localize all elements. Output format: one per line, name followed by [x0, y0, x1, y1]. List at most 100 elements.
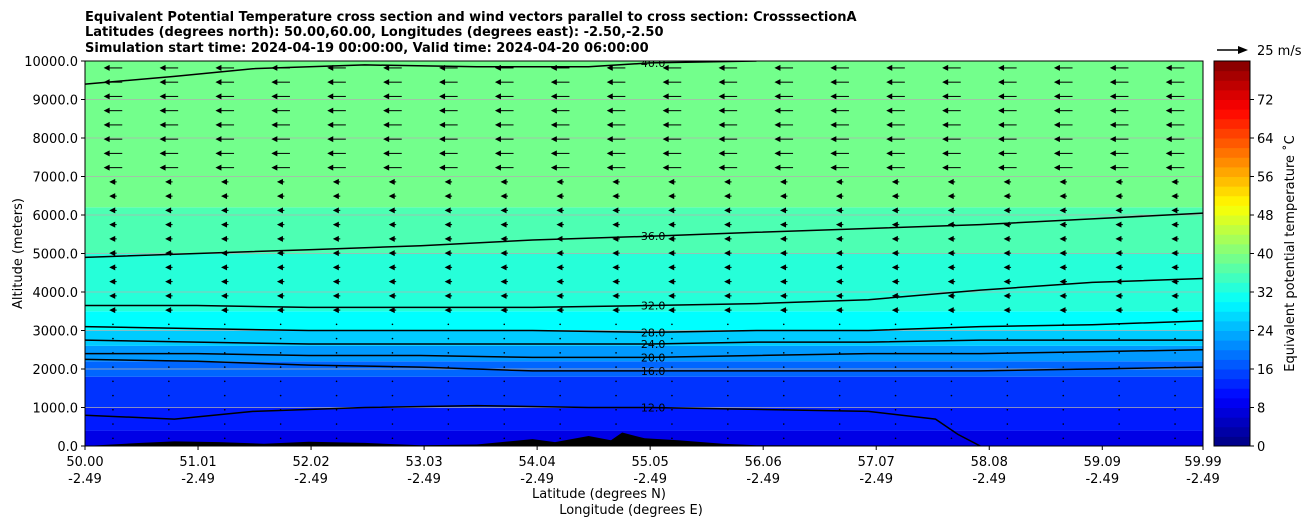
wind-vector-head	[891, 207, 898, 214]
wind-vector	[335, 409, 338, 411]
wind-vector-head	[830, 93, 837, 100]
wind-vector	[1062, 380, 1065, 383]
wind-vector-head	[1109, 79, 1116, 86]
x-tick-label-lon: -2.49	[68, 472, 102, 487]
wind-vector-head	[1059, 292, 1066, 299]
wind-vector	[894, 352, 897, 354]
y-axis-label: Altitude (meters)	[11, 198, 26, 309]
wind-vector-head	[332, 193, 339, 200]
wind-vector	[112, 437, 114, 440]
wind-vector	[1062, 409, 1065, 411]
wind-vector	[1174, 337, 1176, 340]
wind-vector-head	[494, 93, 501, 100]
wind-vector-head	[159, 121, 166, 128]
wind-vector-head	[271, 79, 278, 86]
wind-vector-head	[494, 150, 501, 157]
wind-vector-head	[383, 164, 390, 171]
wind-vector-head	[668, 307, 675, 314]
wind-vector-head	[388, 264, 395, 271]
wind-vector-head	[1059, 178, 1066, 185]
wind-vector	[894, 423, 897, 425]
wind-vector-head	[612, 178, 619, 185]
wind-vector-head	[271, 150, 278, 157]
wind-vector-head	[1171, 278, 1178, 285]
wind-vector-head	[332, 278, 339, 285]
wind-vector-head	[1109, 136, 1116, 143]
wind-vector-head	[662, 93, 669, 100]
wind-vector-head	[1109, 64, 1116, 71]
wind-vector	[1062, 437, 1065, 440]
colorbar-segment	[1214, 417, 1250, 428]
wind-vector-head	[998, 93, 1005, 100]
colorbar-segment	[1214, 292, 1250, 303]
wind-vector-head	[1171, 235, 1178, 242]
wind-vector-head	[1165, 64, 1172, 71]
wind-vector-head	[500, 178, 507, 185]
wind-vector-head	[500, 250, 507, 257]
wind-vector-head	[494, 64, 501, 71]
wind-vector	[168, 409, 170, 411]
colorbar-segment	[1214, 388, 1250, 399]
wind-vector-head	[494, 79, 501, 86]
quiver-key: 25 m/s	[1217, 44, 1302, 59]
wind-vector	[894, 409, 897, 411]
wind-vector-head	[109, 221, 116, 228]
colorbar-segment	[1214, 70, 1250, 81]
wind-vector	[223, 323, 226, 326]
colorbar-segment	[1214, 109, 1250, 120]
wind-vector-head	[165, 264, 172, 271]
wind-vector	[838, 437, 841, 440]
x-tick-label-lat: 59.99	[1184, 455, 1221, 470]
wind-vector	[447, 366, 450, 368]
wind-vector-head	[159, 136, 166, 143]
wind-vector-head	[780, 193, 787, 200]
wind-vector-head	[1109, 164, 1116, 171]
wind-vector-head	[165, 250, 172, 257]
wind-vector-head	[1165, 107, 1172, 114]
x-tick-label-lon: -2.49	[972, 472, 1006, 487]
colorbar-segment	[1214, 263, 1250, 274]
wind-vector-head	[215, 121, 222, 128]
wind-vector	[391, 323, 394, 326]
wind-vector-head	[612, 193, 619, 200]
wind-vector-head	[724, 264, 731, 271]
wind-vector	[1174, 409, 1176, 411]
wind-vector-head	[1059, 278, 1066, 285]
wind-vector-head	[886, 150, 893, 157]
wind-vector	[391, 337, 394, 340]
wind-vector-head	[1053, 107, 1060, 114]
wind-vector-head	[835, 207, 842, 214]
wind-vector	[335, 323, 338, 326]
wind-vector-head	[1059, 235, 1066, 242]
wind-vector	[1062, 352, 1065, 354]
wind-vector-head	[215, 136, 222, 143]
wind-vector-head	[444, 221, 451, 228]
wind-vector-head	[668, 193, 675, 200]
wind-vector	[559, 323, 561, 326]
x-tick-label-lon: -2.49	[746, 472, 780, 487]
wind-vector-head	[1171, 250, 1178, 257]
colorbar-segment	[1214, 330, 1250, 341]
y-tick-label: 0.0	[57, 440, 78, 455]
wind-vector-head	[891, 292, 898, 299]
colorbar-segment	[1214, 349, 1250, 360]
wind-vector	[335, 366, 338, 368]
colorbar-segment	[1214, 436, 1250, 447]
wind-vector-head	[780, 307, 787, 314]
wind-vector-head	[221, 264, 228, 271]
wind-vector	[223, 380, 226, 383]
wind-vector-head	[1053, 164, 1060, 171]
wind-vector	[671, 380, 673, 383]
wind-vector-head	[1115, 178, 1122, 185]
wind-vector-head	[998, 79, 1005, 86]
x-tick-label-lon: -2.49	[181, 472, 215, 487]
wind-vector-head	[215, 79, 222, 86]
wind-vector	[727, 437, 729, 440]
wind-vector-head	[500, 307, 507, 314]
wind-vector	[671, 437, 673, 440]
colorbar-segment	[1214, 369, 1250, 380]
colorbar-segment	[1214, 311, 1250, 322]
wind-vector	[1062, 366, 1065, 368]
wind-vector-head	[556, 264, 563, 271]
wind-vector	[782, 437, 785, 440]
